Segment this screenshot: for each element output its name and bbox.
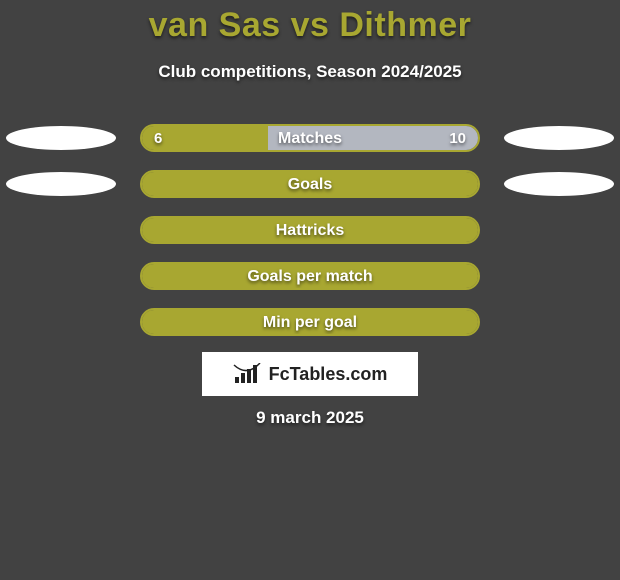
subtitle: Club competitions, Season 2024/2025	[0, 62, 620, 82]
date-text: 9 march 2025	[0, 408, 620, 428]
player-right-marker	[504, 126, 614, 150]
stat-bar: Min per goal	[140, 308, 480, 336]
player-left-marker	[6, 172, 116, 196]
stat-value-left: 6	[154, 130, 162, 147]
stat-row: Hattricks	[0, 216, 620, 244]
stat-bar: Goals per match	[140, 262, 480, 290]
stat-bar: Matches6 10	[140, 124, 480, 152]
player-left-marker	[6, 126, 116, 150]
logo-text: FcTables.com	[269, 364, 388, 385]
stat-label: Hattricks	[142, 222, 478, 240]
stat-label: Min per goal	[142, 314, 478, 332]
stat-bar: Hattricks	[140, 216, 480, 244]
stat-row: Goals	[0, 170, 620, 198]
stat-label: Goals per match	[142, 268, 478, 286]
bar-chart-icon	[233, 363, 261, 385]
stat-row: Goals per match	[0, 262, 620, 290]
stat-row: Min per goal	[0, 308, 620, 336]
page-title: van Sas vs Dithmer	[0, 6, 620, 45]
player-right-marker	[504, 172, 614, 196]
logo-box: FcTables.com	[202, 352, 418, 396]
stat-value-right: 10	[449, 130, 466, 147]
stat-label: Goals	[142, 176, 478, 194]
stat-row: Matches6 10	[0, 124, 620, 152]
stat-label: Matches	[142, 130, 478, 148]
comparison-infographic: van Sas vs Dithmer Club competitions, Se…	[0, 0, 620, 580]
stat-bar: Goals	[140, 170, 480, 198]
